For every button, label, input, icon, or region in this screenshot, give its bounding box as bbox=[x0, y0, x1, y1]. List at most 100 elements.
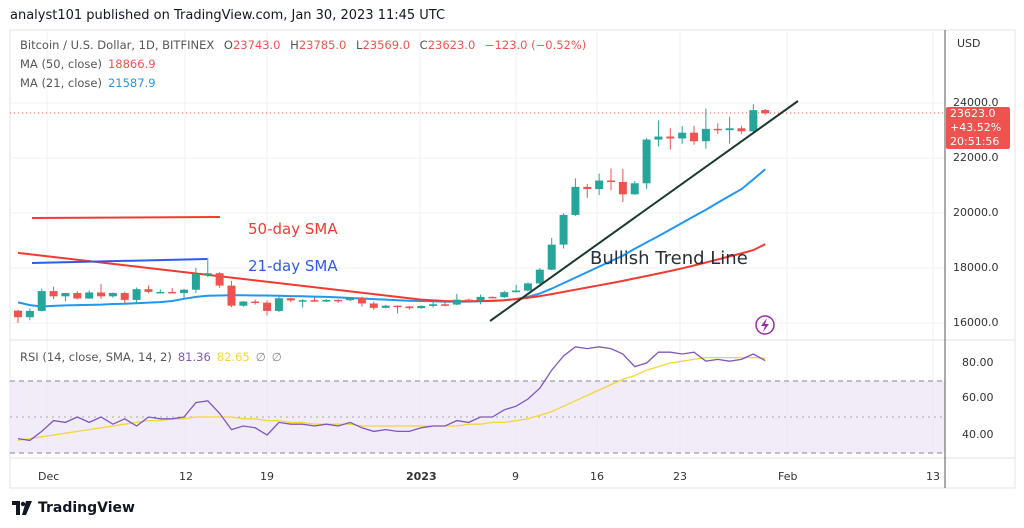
symbol-name[interactable]: Bitcoin / U.S. Dollar, 1D, BITFINEX bbox=[20, 38, 215, 52]
candle-down bbox=[357, 296, 366, 307]
candle-body bbox=[144, 289, 153, 292]
lightning-bolt-icon[interactable] bbox=[755, 315, 775, 335]
candle-up bbox=[452, 293, 461, 306]
tradingview-logo[interactable]: TradingView bbox=[12, 500, 135, 516]
candle-up bbox=[61, 292, 70, 302]
rsi-legend[interactable]: RSI (14, close, SMA, 14, 2) 81.36 82.65 ∅ ∅ bbox=[20, 350, 282, 364]
candle-down bbox=[607, 168, 615, 191]
candle-down bbox=[310, 296, 319, 302]
close-label: C bbox=[419, 38, 428, 52]
time-tick-year: 2023 bbox=[406, 470, 437, 483]
candle-body bbox=[761, 110, 770, 114]
ma50-value: 18866.9 bbox=[107, 57, 156, 71]
rsi-sma-value: 82.65 bbox=[216, 350, 250, 364]
candle-body bbox=[571, 186, 580, 215]
ma21-legend[interactable]: MA (21, close) 21587.9 bbox=[20, 76, 156, 90]
candle-body bbox=[417, 305, 426, 309]
open-label: O bbox=[223, 38, 233, 52]
candle-body bbox=[73, 293, 82, 299]
rsi-na-1: ∅ bbox=[255, 350, 266, 364]
candle-body bbox=[429, 304, 438, 306]
candle-body bbox=[464, 299, 473, 302]
bullish-trend-line[interactable] bbox=[489, 100, 799, 322]
candle-up bbox=[381, 304, 390, 309]
candle-up bbox=[559, 213, 568, 249]
candle-up bbox=[37, 288, 46, 312]
price-tick: 20000.0 bbox=[953, 206, 999, 219]
candle-down bbox=[49, 286, 58, 300]
candle-body bbox=[108, 293, 117, 297]
candle-up bbox=[749, 104, 758, 132]
candle-up bbox=[678, 126, 687, 144]
rsi-label: RSI (14, close, SMA, 14, 2) bbox=[20, 350, 172, 364]
ma50-legend[interactable]: MA (50, close) 18866.9 bbox=[20, 57, 156, 71]
candle-down bbox=[215, 272, 224, 288]
sma50-marker-line[interactable] bbox=[31, 216, 221, 219]
rsi-line bbox=[17, 346, 766, 442]
candle-body bbox=[203, 273, 212, 275]
candle-body bbox=[346, 297, 355, 301]
candle-body bbox=[215, 273, 224, 286]
time-tick: Dec bbox=[38, 470, 60, 483]
candle-down bbox=[393, 305, 402, 314]
candle-body bbox=[61, 293, 70, 297]
ma21-value: 21587.9 bbox=[107, 76, 156, 90]
candle-body bbox=[357, 297, 366, 304]
rsi-tick: 60.00 bbox=[962, 391, 994, 404]
time-tick: Feb bbox=[778, 470, 798, 483]
candle-down bbox=[120, 291, 129, 305]
candle-body bbox=[523, 283, 532, 291]
candle-down bbox=[97, 283, 106, 299]
candle-body bbox=[369, 303, 378, 308]
candle-body bbox=[500, 292, 509, 298]
sma21-marker-line[interactable] bbox=[31, 258, 208, 264]
candle-down bbox=[488, 296, 497, 299]
trend-line-annotation: Bullish Trend Line bbox=[590, 248, 748, 269]
candle-body bbox=[156, 291, 165, 294]
candle-body bbox=[630, 183, 639, 195]
candle-body bbox=[25, 310, 34, 318]
candle-down bbox=[618, 169, 627, 202]
candle-body bbox=[239, 301, 248, 306]
candle-up bbox=[108, 292, 117, 298]
candle-body bbox=[298, 300, 307, 302]
candle-body bbox=[227, 285, 236, 306]
candle-down bbox=[713, 123, 722, 135]
candle-down bbox=[334, 299, 343, 303]
tradingview-logo-text: TradingView bbox=[38, 500, 135, 516]
candle-down bbox=[583, 184, 592, 198]
candle-body bbox=[701, 128, 710, 142]
candle-up bbox=[535, 268, 544, 287]
candle-down bbox=[263, 300, 272, 316]
candle-body bbox=[547, 244, 556, 270]
candle-down bbox=[737, 125, 746, 134]
grid bbox=[10, 30, 945, 458]
high-label: H bbox=[290, 38, 299, 52]
candle-body bbox=[49, 291, 58, 297]
candle-body bbox=[251, 301, 260, 304]
candle-up bbox=[132, 287, 141, 303]
candle-body bbox=[381, 305, 390, 308]
close-value: 23623.0 bbox=[427, 38, 476, 52]
candle-down bbox=[405, 305, 414, 310]
candle-body bbox=[476, 296, 485, 301]
high-value: 23785.0 bbox=[298, 38, 347, 52]
candle-down bbox=[168, 288, 177, 294]
candle-up bbox=[701, 108, 710, 149]
candle-body bbox=[583, 186, 592, 190]
candle-up bbox=[476, 294, 485, 305]
candle-down bbox=[251, 299, 260, 305]
currency-label[interactable]: USD bbox=[957, 37, 981, 50]
candle-body bbox=[512, 290, 521, 293]
candle-up bbox=[346, 296, 355, 301]
candle-body bbox=[607, 180, 615, 183]
candle-body bbox=[168, 291, 177, 294]
last-price-badge: 23623.0 +43.52% 20:51:56 bbox=[946, 107, 1010, 149]
price-tick: 18000.0 bbox=[953, 261, 999, 274]
time-tick: 19 bbox=[260, 470, 274, 483]
candle-body bbox=[595, 180, 604, 190]
time-tick: 12 bbox=[179, 470, 193, 483]
candle-down bbox=[227, 280, 236, 308]
candle-body bbox=[274, 298, 283, 311]
